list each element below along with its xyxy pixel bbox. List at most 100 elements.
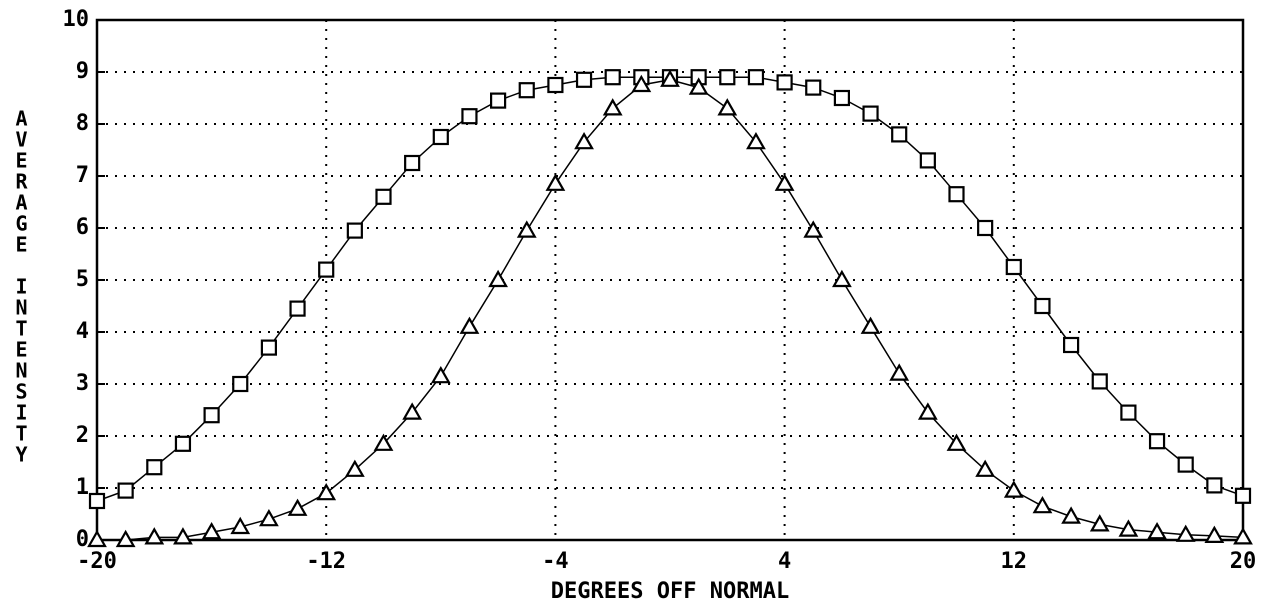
triangle-marker bbox=[1147, 521, 1167, 540]
square-marker bbox=[891, 126, 908, 143]
triangle-marker bbox=[373, 433, 394, 451]
triangle-marker bbox=[344, 459, 365, 477]
triangle-marker bbox=[917, 402, 938, 420]
triangle-marker bbox=[230, 516, 251, 535]
plot-frame bbox=[95, 18, 1245, 542]
square-marker bbox=[833, 89, 851, 107]
square-marker bbox=[977, 219, 994, 237]
square-marker bbox=[289, 300, 306, 317]
triangle-marker bbox=[602, 98, 623, 116]
square-marker bbox=[490, 92, 507, 109]
triangle-marker bbox=[488, 269, 508, 288]
square-marker bbox=[547, 76, 564, 94]
x-tick-label: -4 bbox=[542, 549, 569, 574]
square-marker bbox=[1120, 404, 1137, 421]
square-marker bbox=[260, 339, 277, 356]
square-marker bbox=[1206, 477, 1223, 494]
y-tick-label: 8 bbox=[76, 111, 89, 136]
triangle-marker bbox=[287, 498, 308, 516]
square-marker bbox=[948, 186, 965, 203]
series-line bbox=[97, 79, 1244, 541]
y-tick-label: 5 bbox=[76, 267, 89, 292]
y-tick-label: 3 bbox=[76, 371, 89, 396]
square-marker bbox=[404, 154, 421, 172]
triangle-marker bbox=[430, 365, 451, 384]
triangle-marker bbox=[1089, 514, 1110, 532]
square-marker bbox=[1062, 336, 1080, 354]
triangle-marker bbox=[946, 433, 967, 451]
triangle-marker bbox=[87, 529, 107, 548]
triangle-marker bbox=[774, 173, 795, 191]
square-marker bbox=[375, 188, 392, 205]
square-marker bbox=[318, 261, 335, 278]
square-marker bbox=[117, 482, 134, 499]
square-marker bbox=[862, 105, 879, 122]
triangle-marker bbox=[459, 316, 480, 334]
series-line bbox=[96, 76, 1244, 502]
triangle-marker bbox=[115, 529, 136, 548]
y-axis-label: AVERAGE INTENSITY bbox=[10, 107, 34, 464]
triangle-marker bbox=[1204, 525, 1225, 543]
triangle-marker bbox=[516, 220, 537, 238]
triangle-marker bbox=[860, 316, 881, 334]
square-marker bbox=[203, 407, 220, 424]
triangle-marker bbox=[402, 402, 423, 420]
square-marker bbox=[432, 128, 449, 146]
triangle-marker bbox=[717, 98, 738, 116]
y-tick-label: 2 bbox=[76, 423, 89, 448]
square-marker bbox=[575, 71, 593, 88]
triangle-marker bbox=[1175, 524, 1196, 542]
triangle-marker bbox=[832, 269, 852, 288]
y-tick-label: 10 bbox=[63, 7, 90, 32]
square-marker bbox=[776, 74, 793, 91]
triangle-marker bbox=[803, 220, 824, 238]
x-tick-label: -12 bbox=[306, 549, 346, 574]
square-marker bbox=[88, 492, 106, 510]
triangle-marker bbox=[975, 459, 996, 477]
triangle-marker bbox=[316, 482, 337, 501]
square-marker bbox=[919, 152, 936, 169]
triangle-marker bbox=[688, 77, 709, 95]
square-marker bbox=[146, 459, 163, 476]
y-tick-label: 9 bbox=[76, 59, 89, 84]
x-axis-label: DEGREES OFF NORMAL bbox=[551, 579, 789, 604]
triangle-marker bbox=[1061, 506, 1081, 524]
triangle-marker bbox=[259, 508, 279, 527]
triangle-marker bbox=[574, 131, 594, 150]
triangle-marker bbox=[1003, 480, 1024, 498]
x-tick-label: 4 bbox=[778, 549, 791, 574]
square-marker bbox=[461, 108, 478, 125]
y-tick-label: 6 bbox=[76, 215, 89, 240]
square-marker bbox=[1148, 433, 1166, 450]
triangle-marker bbox=[173, 527, 193, 545]
triangle-marker bbox=[889, 363, 910, 381]
x-tick-label: -20 bbox=[77, 549, 117, 574]
square-marker bbox=[604, 69, 621, 86]
square-marker bbox=[1091, 373, 1108, 390]
triangle-marker bbox=[1233, 527, 1253, 545]
triangle-marker bbox=[660, 69, 680, 87]
x-tick-label: 20 bbox=[1230, 549, 1257, 574]
square-marker bbox=[1005, 258, 1022, 276]
triangle-marker bbox=[1032, 495, 1053, 514]
triangle-marker bbox=[545, 173, 566, 191]
y-tick-label: 1 bbox=[76, 475, 89, 500]
square-marker bbox=[1034, 297, 1051, 315]
triangle-marker bbox=[746, 131, 766, 150]
triangle-marker bbox=[1118, 519, 1139, 537]
square-marker bbox=[232, 375, 249, 393]
square-marker bbox=[719, 69, 736, 86]
y-tick-label: 0 bbox=[76, 527, 89, 552]
triangle-marker bbox=[631, 74, 652, 93]
square-marker bbox=[805, 79, 822, 96]
square-marker bbox=[518, 82, 535, 99]
square-marker bbox=[747, 69, 765, 86]
square-marker bbox=[1234, 487, 1252, 504]
square-marker bbox=[174, 435, 192, 452]
x-tick-label: 12 bbox=[1001, 549, 1028, 574]
y-tick-label: 4 bbox=[76, 319, 89, 344]
triangle-marker bbox=[144, 527, 165, 545]
square-marker bbox=[1177, 456, 1194, 473]
square-marker bbox=[346, 222, 363, 239]
